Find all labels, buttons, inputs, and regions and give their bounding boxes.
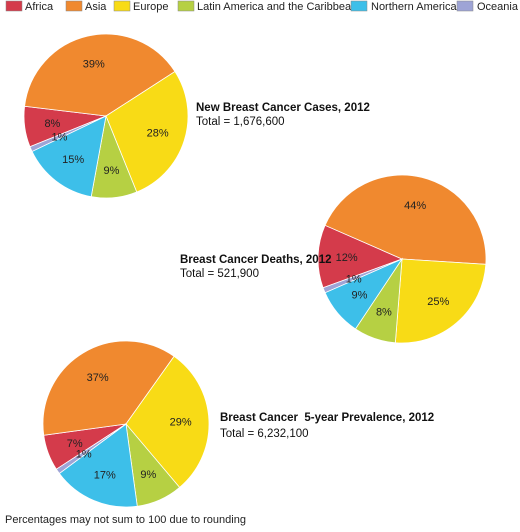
legend-swatch [456, 0, 474, 12]
legend-item-asia: Asia [65, 0, 107, 13]
slice-label-latin-america-and-the-caribbean: 9% [140, 469, 156, 481]
pie-title: Breast Cancer 5-year Prevalence, 2012 [220, 412, 434, 424]
pie-slice-africa [317, 224, 404, 289]
pie-slice-oceania [55, 423, 127, 475]
pie-slice-oceania [29, 115, 107, 152]
slice-label-northern-america: 17% [94, 470, 116, 482]
pie-chart-2: 12% 44% 25% 8% 9% 1% Breast Cancer Deaths, 201… [180, 174, 487, 344]
pie-charts: 8% 39% 28% 9% 15% 1% New Breast Cancer Cases, … [23, 33, 487, 508]
legend-label: Latin America and the Caribbean [197, 1, 357, 13]
legend: Africa Asia Europe Latin America and the Ca… [5, 0, 519, 13]
slice-label-northern-america: 9% [352, 290, 368, 302]
pie-chart-3: 7% 37% 29% 9% 17%1% Breast Cancer 5-year Prev… [42, 340, 434, 508]
pie-slice-europe [394, 258, 487, 344]
pie-total: Total = 1,676,600 [196, 116, 285, 128]
legend-item-northern-america: Northern America [350, 0, 457, 13]
slice-label-africa: 7% [67, 438, 83, 450]
footnote: Percentages may not sum to 100 due to ro… [5, 514, 246, 526]
pie-slice-asia [324, 174, 487, 265]
legend-swatch [5, 0, 23, 12]
legend-swatch [350, 0, 368, 12]
pie-slice-europe [125, 355, 210, 488]
slice-label-northern-america: 15% [62, 154, 84, 166]
slice-label-asia: 44% [404, 200, 426, 212]
pie-total: Total = 521,900 [180, 268, 259, 280]
slice-label-asia: 37% [87, 372, 109, 384]
legend-item-africa: Africa [5, 0, 54, 13]
legend-swatch [65, 0, 83, 12]
pie-slice-northern-america [31, 115, 107, 198]
pie-slice-europe [105, 71, 189, 193]
legend-label: Northern America [371, 1, 457, 13]
legend-label: Europe [133, 1, 168, 13]
slice-label-africa: 12% [336, 252, 358, 264]
pie-title: Breast Cancer Deaths, 2012 [180, 254, 332, 266]
legend-item-oceania: Oceania [456, 0, 519, 13]
pie-total: Total = 6,232,100 [220, 428, 309, 440]
pie-chart-1: 8% 39% 28% 9% 15% 1% New Breast Cancer Cases, … [23, 33, 370, 199]
legend-swatch [113, 0, 131, 12]
legend-item-europe: Europe [113, 0, 168, 13]
slice-label-oceania: 1% [76, 448, 92, 460]
slice-label-latin-america-and-the-caribbean: 9% [104, 165, 120, 177]
slice-label-oceania: 1% [346, 273, 362, 285]
slice-label-europe: 25% [427, 296, 449, 308]
legend-swatch [177, 0, 195, 12]
pie-slice-oceania [322, 258, 403, 294]
slice-label-europe: 29% [170, 417, 192, 429]
legend-label: Asia [85, 1, 107, 13]
legend-label: Africa [25, 1, 54, 13]
pie-slice-asia [42, 340, 175, 436]
slice-label-oceania: 1% [52, 132, 68, 144]
legend-item-latin-america-and-the-caribbean: Latin America and the Caribbean [177, 0, 357, 13]
slice-label-latin-america-and-the-caribbean: 8% [376, 306, 392, 318]
pie-slice-northern-america [58, 423, 138, 508]
legend-label: Oceania [477, 1, 519, 13]
pie-title: New Breast Cancer Cases, 2012 [196, 102, 370, 114]
slice-label-africa: 8% [44, 118, 60, 130]
slice-label-asia: 39% [83, 58, 105, 70]
slice-label-europe: 28% [147, 127, 169, 139]
